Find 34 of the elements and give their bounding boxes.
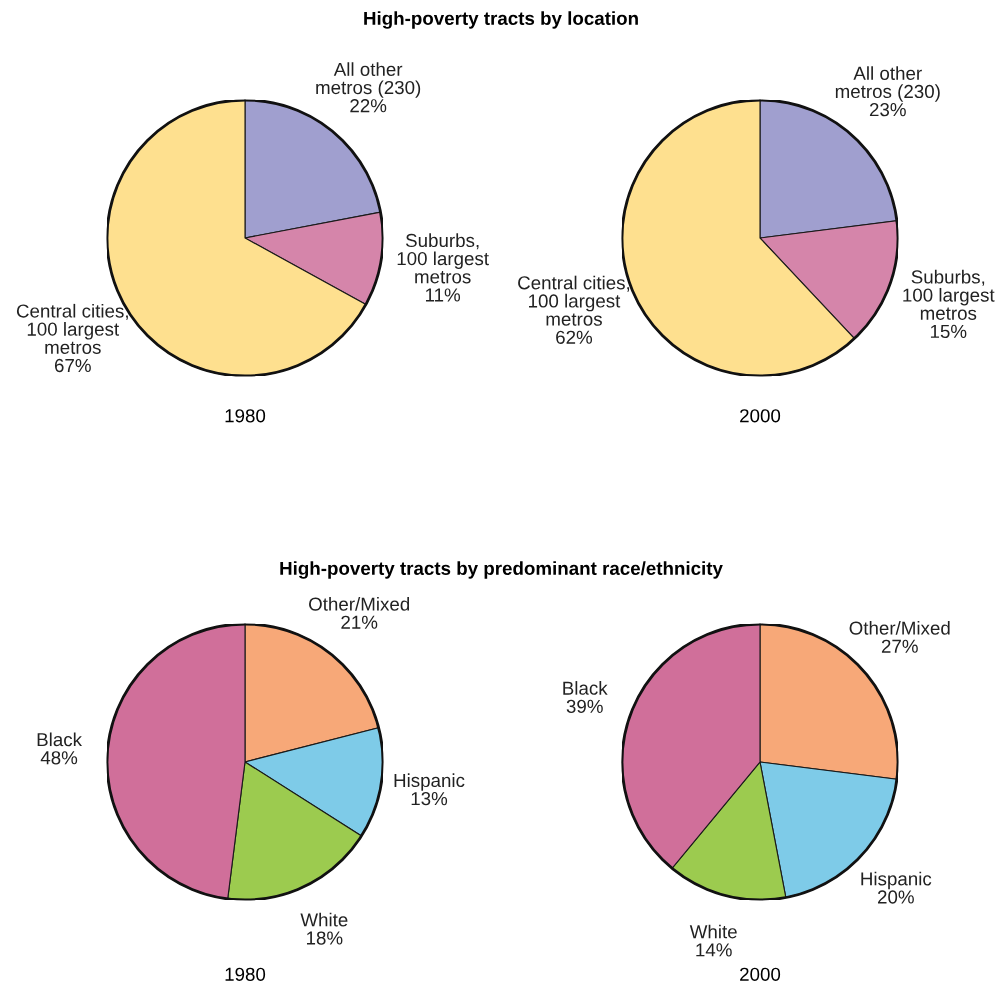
slice-label: Hispanic bbox=[861, 871, 932, 890]
slice-label: Other/Mixed bbox=[849, 620, 950, 635]
slice-label: White bbox=[689, 924, 737, 939]
data-label: 14% bbox=[696, 943, 732, 957]
data-label: 20% bbox=[877, 890, 914, 904]
text: 1980 bbox=[225, 967, 266, 981]
data-label: 23% bbox=[869, 102, 906, 117]
data-label: 15% bbox=[930, 324, 967, 339]
data-label: 62% bbox=[556, 330, 593, 344]
data-label: 21% bbox=[341, 615, 378, 629]
data-label: 13% bbox=[411, 791, 448, 806]
slice-label: Central cities, 100 largest metros bbox=[518, 275, 630, 326]
data-label: 39% bbox=[566, 699, 603, 714]
slice-label: Black bbox=[37, 732, 83, 747]
data-label: 18% bbox=[306, 931, 343, 945]
data-label: 11% bbox=[425, 288, 461, 302]
text: 1980 bbox=[225, 409, 266, 423]
slice-label: Suburbs, 100 largest metros bbox=[903, 269, 995, 320]
slice-label: Other/Mixed bbox=[309, 596, 410, 611]
data-label: 27% bbox=[881, 639, 918, 653]
chart-title: High-poverty tracts by predominant race/ethnicity bbox=[280, 561, 723, 579]
slice-label: Central cities, 100 largest metros bbox=[16, 303, 128, 354]
data-label: 67% bbox=[54, 358, 91, 373]
text: 2000 bbox=[740, 967, 781, 981]
text: 2000 bbox=[740, 409, 781, 423]
slice-label: White bbox=[300, 912, 348, 927]
data-label: 22% bbox=[350, 99, 387, 113]
slice-label: Hispanic bbox=[394, 773, 465, 791]
slice-label: Black bbox=[563, 681, 608, 695]
slice-label: Suburbs, 100 largest metros bbox=[397, 233, 489, 284]
slice-label: All other metros (230) bbox=[835, 66, 940, 102]
chart-title: High-poverty tracts by location bbox=[364, 11, 638, 29]
data-label: 48% bbox=[40, 751, 78, 765]
slice-label: All other metros (230) bbox=[316, 62, 421, 98]
